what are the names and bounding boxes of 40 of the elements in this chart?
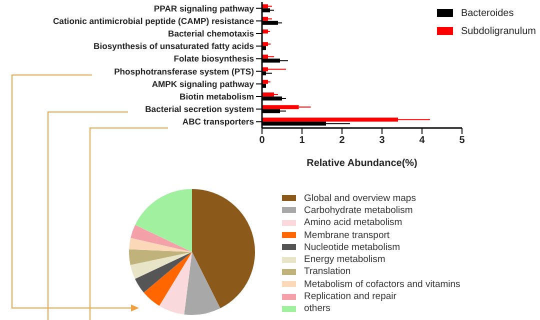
y-tick-label: ABC transporters (182, 116, 254, 127)
legend-label: Energy metabolism (304, 254, 386, 266)
legend-label: Membrane transport (304, 230, 390, 241)
legend-label: Nucleotide metabolism (304, 242, 400, 253)
legend-label: Carbohydrate metabolism (304, 204, 413, 216)
y-tick-label: Biotin metabolism (180, 92, 254, 102)
pie-slice (134, 252, 192, 292)
pie-slice (144, 252, 192, 306)
legend-label: Metabolism of cofactors and vitamins (304, 278, 460, 290)
legend-label: Replication and repair (304, 291, 396, 302)
pie-slice (130, 252, 192, 279)
y-tick-label: Cationic antimicrobial peptide (CAMP) resistance (52, 16, 254, 26)
x-tick-label: 4 (419, 135, 426, 146)
legend-label: Translation (304, 266, 351, 278)
pie-slice (184, 252, 220, 315)
y-tick-label: AMPK signaling pathway (152, 78, 254, 89)
pie-slice (135, 189, 192, 252)
pie-slice (129, 238, 192, 252)
legend-label: Bacteroides (460, 8, 514, 18)
pie-slice (130, 224, 192, 252)
y-tick-label: PPAR signaling pathway (154, 3, 254, 14)
legend-label: Amino acid metabolism (304, 217, 402, 228)
y-tick-label: Folate biosynthesis (174, 54, 254, 64)
y-tick-label: Phosphotransferase system (PTS) (114, 66, 254, 76)
x-tick-label: 3 (379, 135, 386, 146)
bar (262, 92, 274, 96)
y-tick-label: Biosynthesis of unsaturated fatty acids (94, 41, 254, 52)
legend-label: Subdoligranulum (460, 26, 536, 36)
x-tick-label: 5 (459, 135, 466, 146)
x-axis-title: Relative Abundance(%) (306, 158, 418, 169)
x-tick-label: 0 (259, 135, 266, 146)
legend-label: others (304, 303, 330, 314)
pie-slice (192, 189, 255, 308)
x-tick-label: 1 (299, 135, 306, 146)
legend-label: Global and overview maps (304, 192, 416, 204)
x-tick-label: 2 (339, 135, 346, 146)
pie-slice (129, 249, 192, 265)
y-tick-label: Bacterial chemotaxis (168, 28, 254, 38)
pie-slice (159, 252, 192, 315)
y-tick-label: Bacterial secretion system (145, 104, 254, 114)
